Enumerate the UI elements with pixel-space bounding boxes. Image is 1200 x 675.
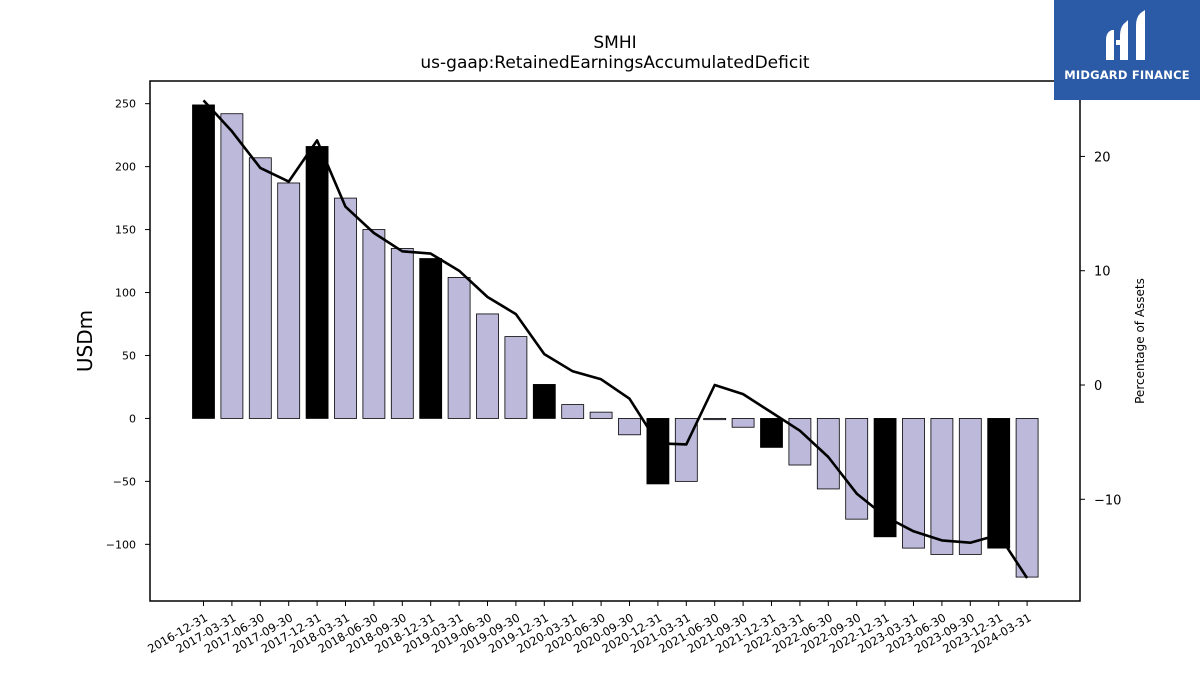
y2-tick-label: 10: [1094, 265, 1111, 280]
chart-title: SMHI: [593, 33, 636, 53]
x-axis: 2016-12-312017-03-312017-06-302017-09-30…: [145, 601, 1034, 656]
y-tick-label: −100: [106, 538, 136, 551]
bar-2023-09-30: [958, 418, 982, 555]
bar-2020-09-30: [618, 418, 641, 436]
line-group: [202, 99, 1029, 579]
bar-2018-03-31: [334, 197, 357, 419]
percentage-line: [202, 99, 1029, 579]
bar-2017-06-30: [248, 157, 272, 419]
y2-axis: −10 0 10 20: [1080, 150, 1121, 508]
y-tick-label: −50: [113, 475, 136, 488]
y-tick-label: 150: [115, 224, 136, 237]
brand-logo: MIDGARD FINANCE: [1054, 0, 1200, 100]
bar-2018-09-30: [390, 248, 414, 419]
y-tick-label: 250: [115, 98, 136, 111]
bar-2019-12-31: [532, 384, 556, 419]
logo-mark-icon: [1106, 10, 1145, 60]
plot-frame: [149, 80, 1081, 602]
bar-2020-12-31: [646, 418, 670, 485]
bar-2022-09-30: [845, 418, 869, 520]
y2-axis-label: Percentage of Assets: [1133, 278, 1147, 404]
bar-2017-09-30: [277, 182, 301, 419]
bar-2017-03-31: [220, 113, 244, 419]
bar-2023-12-31: [987, 418, 1011, 549]
bar-2017-12-31: [305, 146, 329, 419]
bar-2018-12-31: [419, 258, 443, 419]
y2-tick-label: 20: [1094, 150, 1111, 165]
bar-2020-06-30: [589, 411, 613, 419]
bar-2022-12-31: [873, 418, 897, 538]
logo-text: MIDGARD FINANCE: [1064, 68, 1190, 82]
bars-group: [192, 104, 1039, 578]
bar-2021-12-31: [760, 418, 783, 448]
bar-2019-09-30: [504, 336, 528, 419]
y-tick-label: 0: [129, 412, 136, 425]
y-tick-label: 50: [122, 349, 136, 362]
bar-2018-06-30: [362, 229, 386, 419]
bar-2021-06-30: [703, 418, 727, 421]
y-tick-label: 100: [115, 287, 136, 300]
bar-2023-06-30: [930, 418, 954, 555]
y-axis: −100 −50 0 50 100 150 200 250: [106, 98, 150, 551]
y2-tick-label: 0: [1094, 379, 1102, 394]
bar-2022-06-30: [816, 418, 840, 490]
y-tick-label: 200: [115, 161, 136, 174]
chart-subtitle: us-gaap:RetainedEarningsAccumulatedDefic…: [420, 53, 810, 73]
bar-2024-03-31: [1015, 418, 1039, 578]
bar-2020-03-31: [561, 404, 585, 419]
y-axis-label: USDm: [73, 310, 97, 372]
bar-2021-09-30: [731, 418, 755, 428]
bar-2019-06-30: [476, 313, 499, 419]
bar-2019-03-31: [447, 277, 471, 419]
bar-2023-03-31: [902, 418, 925, 549]
y2-tick-label: −10: [1094, 493, 1121, 508]
bar-2016-12-31: [192, 104, 215, 419]
